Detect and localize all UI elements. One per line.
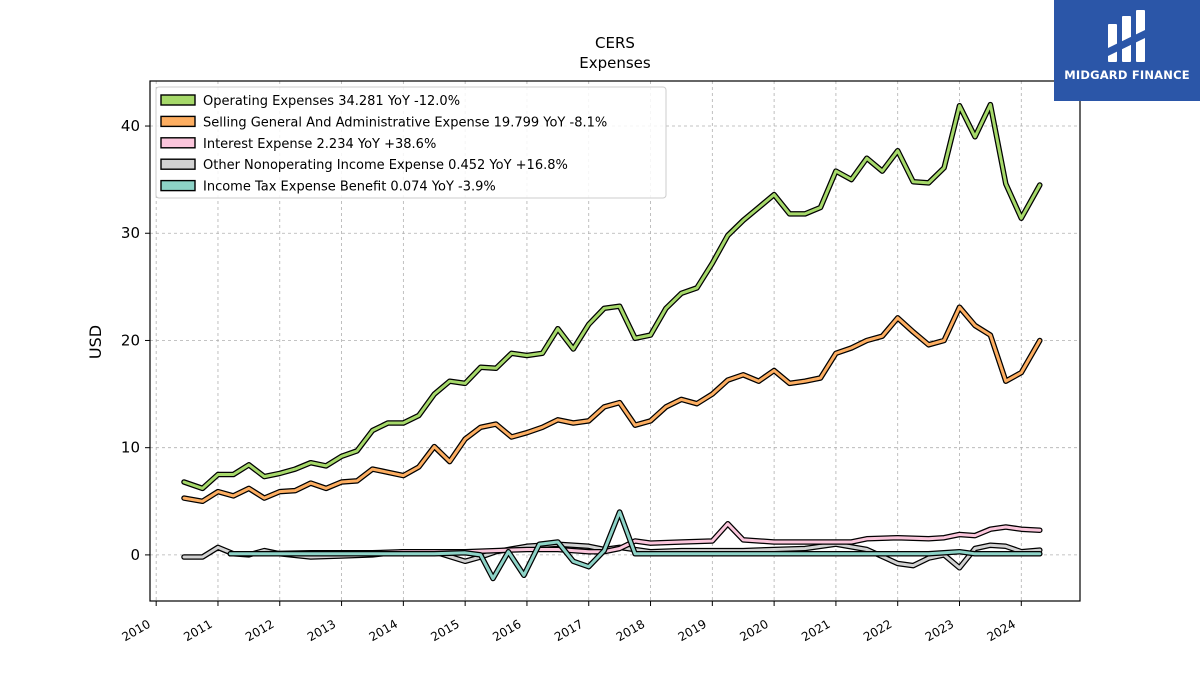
chart-title: CERS (595, 34, 635, 52)
x-tick-label: 2019 (676, 617, 709, 644)
x-tick-label: 2015 (428, 617, 461, 644)
legend: Operating Expenses 34.281 YoY -12.0% Sell… (155, 86, 667, 199)
x-tick-label: 2011 (181, 617, 214, 644)
series-line (182, 103, 1042, 490)
legend-entry: Operating Expenses 34.281 YoY -12.0% (203, 94, 460, 109)
legend-swatch (160, 94, 196, 106)
legend-entry: Selling General And Administrative Expen… (203, 115, 607, 130)
legend-entry: Interest Expense 2.234 YoY +38.6% (203, 137, 436, 152)
x-tick-label: 2014 (367, 617, 400, 644)
x-tick-label: 2018 (614, 617, 647, 644)
legend-swatch (160, 115, 196, 128)
y-axis-label: USD (86, 325, 105, 359)
x-tick-label: 2010 (119, 617, 152, 644)
y-tick-label: 0 (130, 546, 140, 564)
logo-mark-icon (1108, 10, 1145, 62)
brand-logo: MIDGARD FINANCE (1054, 0, 1200, 101)
y-tick-label: 30 (121, 224, 140, 242)
y-tick-label: 10 (121, 439, 140, 457)
legend-swatch (160, 137, 196, 149)
series-line (182, 305, 1042, 503)
legend-swatch (160, 158, 196, 170)
logo-text: MIDGARD FINANCE (1064, 68, 1190, 82)
x-tick-label: 2016 (490, 617, 523, 644)
x-tick-label: 2022 (861, 617, 894, 644)
legend-entry: Other Nonoperating Income Expense 0.452 … (203, 158, 568, 173)
legend-swatch (160, 179, 196, 192)
x-tick-label: 2012 (243, 617, 276, 644)
chart-subtitle: Expenses (579, 54, 651, 72)
y-tick-label: 20 (121, 331, 140, 349)
plot-frame (149, 80, 1081, 602)
x-tick-label: 2013 (305, 617, 338, 644)
x-tick-label: 2020 (737, 617, 770, 644)
legend-entry: Income Tax Expense Benefit 0.074 YoY -3.… (203, 180, 496, 195)
series-line (228, 510, 1042, 580)
series-outline (227, 509, 1043, 582)
series-layer (181, 101, 1043, 582)
x-tick-label: 2024 (985, 617, 1018, 644)
y-tick-label: 40 (121, 117, 140, 135)
legend-box (155, 86, 667, 199)
x-tick-label: 2017 (552, 617, 585, 644)
x-tick-label: 2021 (799, 617, 832, 644)
x-tick-label: 2023 (923, 617, 956, 644)
